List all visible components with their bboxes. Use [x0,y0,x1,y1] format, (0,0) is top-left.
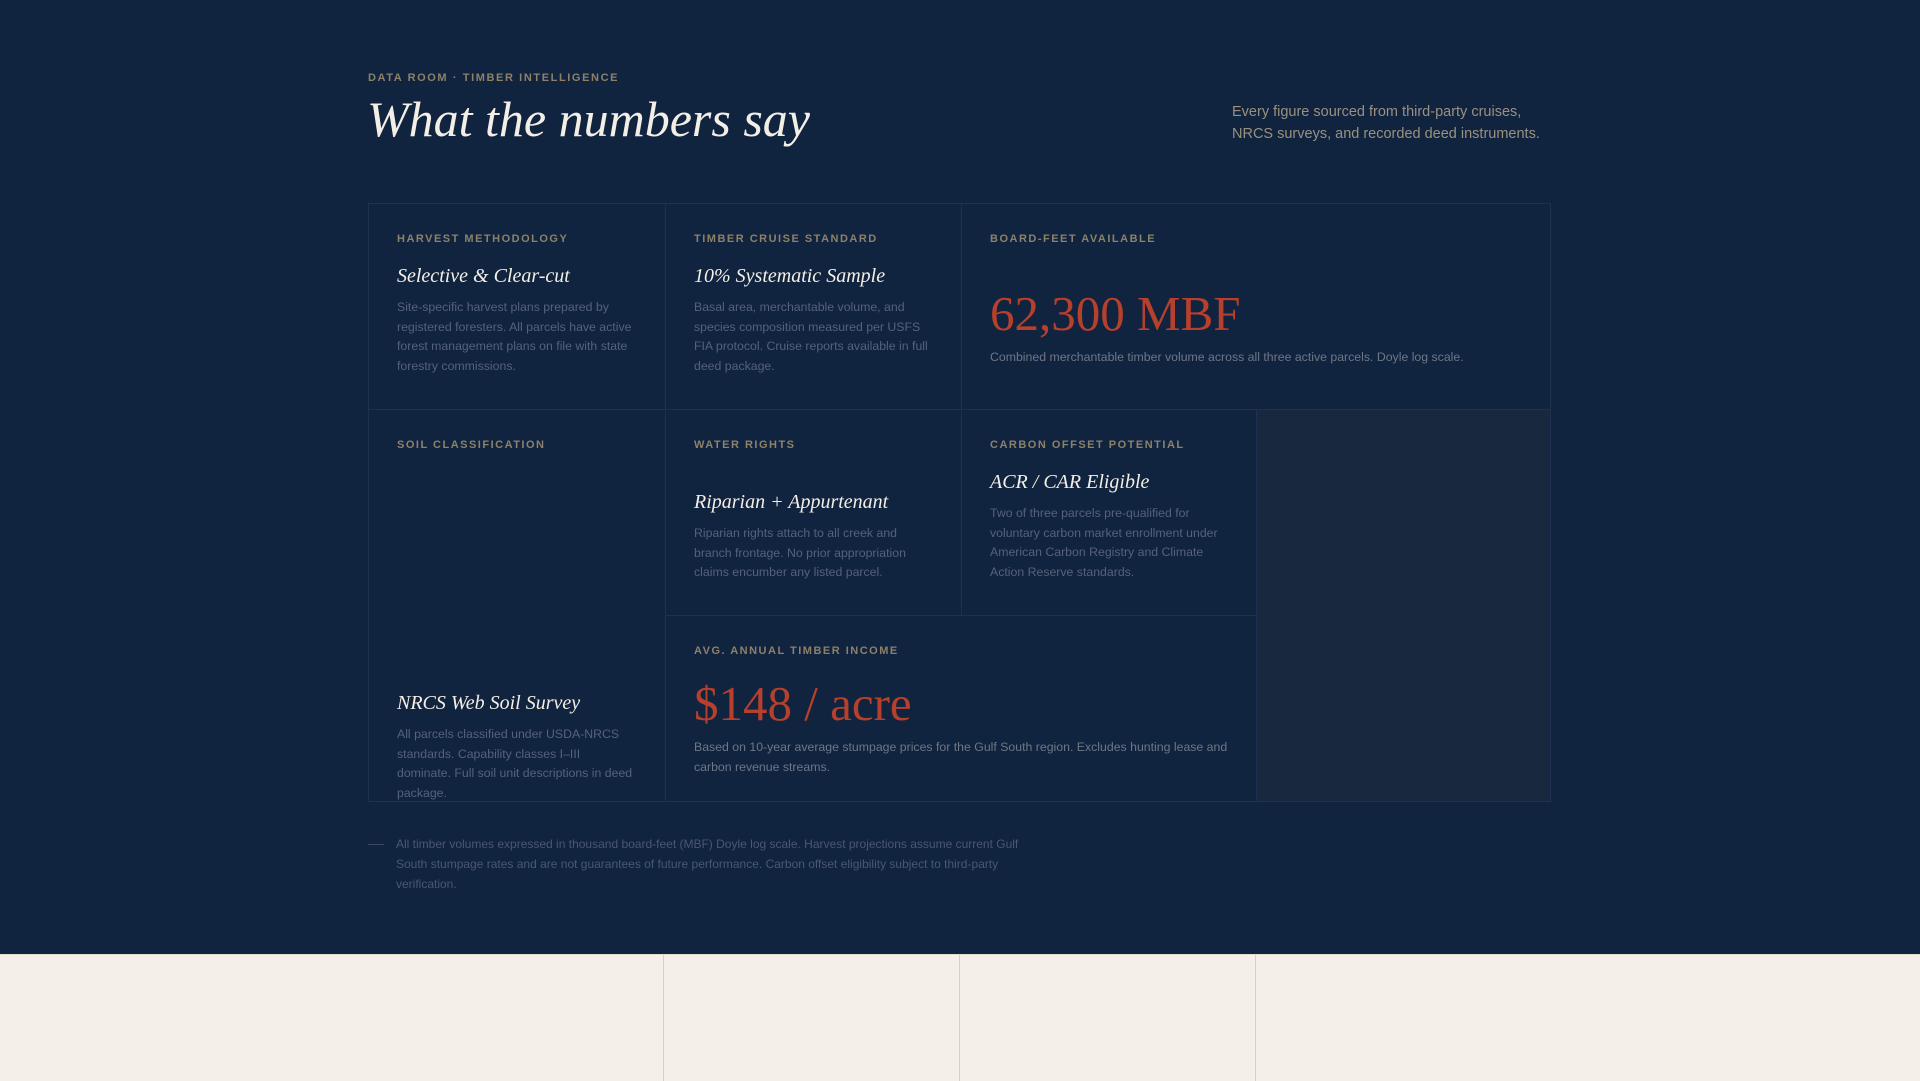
card-label: Board-Feet Available [990,233,1157,245]
divider [663,955,664,1081]
card-board-feet: Board-Feet Available 62,300 MBF Combined… [962,204,1550,410]
card-label: Carbon Offset Potential [990,439,1185,451]
card-label: Avg. Annual Timber Income [694,645,899,657]
divider [1255,955,1256,1081]
dash-divider [368,844,384,845]
card-soil: Soil Classification NRCS Web Soil Survey… [369,410,666,801]
card-body: Two of three parcels pre-qualified for v… [990,506,1218,579]
card-title: Riparian + Appurtenant [694,491,889,513]
next-section [0,954,1920,1081]
board-feet-value: 62,300 MBF [990,286,1241,341]
divider [959,955,960,1081]
card-income: Avg. Annual Timber Income $148 / acre Ba… [666,616,1257,801]
card-body: Based on 10-year average stumpage prices… [694,740,1228,774]
card-body: Site-specific harvest plans prepared by … [397,300,632,373]
card-label: Soil Classification [397,439,546,451]
income-value: $148 / acre [694,676,912,731]
card-cruise: Timber Cruise Standard 10% Systematic Sa… [666,204,962,410]
intro-text: Every figure sourced from third-party cr… [1232,104,1540,142]
metrics-grid: Harvest Methodology Selective & Clear-cu… [368,203,1551,802]
card-label: Timber Cruise Standard [694,233,878,245]
page-title: What the numbers say [367,91,810,147]
card-title: 10% Systematic Sample [694,265,886,287]
footnote: All timber volumes expressed in thousand… [368,834,1048,894]
card-label: Harvest Methodology [397,233,569,245]
card-title: ACR / CAR Eligible [990,471,1150,493]
card-body: Combined merchantable timber volume acro… [990,350,1464,364]
card-harvest: Harvest Methodology Selective & Clear-cu… [369,204,666,410]
card-body: Riparian rights attach to all creek and … [694,526,906,580]
card-title: Selective & Clear-cut [397,265,570,287]
card-title: NRCS Web Soil Survey [397,692,581,714]
empty-cell [1257,410,1550,801]
card-body: All parcels classified under USDA-NRCS s… [397,727,633,800]
card-carbon: Carbon Offset Potential ACR / CAR Eligib… [962,410,1257,616]
eyebrow: DATA ROOM · TIMBER INTELLIGENCE [368,72,620,84]
footnote-text: All timber volumes expressed in thousand… [396,837,1019,891]
card-body: Basal area, merchantable volume, and spe… [694,300,928,373]
card-label: Water Rights [694,439,796,451]
card-water: Water Rights Riparian + Appurtenant Ripa… [666,410,962,616]
